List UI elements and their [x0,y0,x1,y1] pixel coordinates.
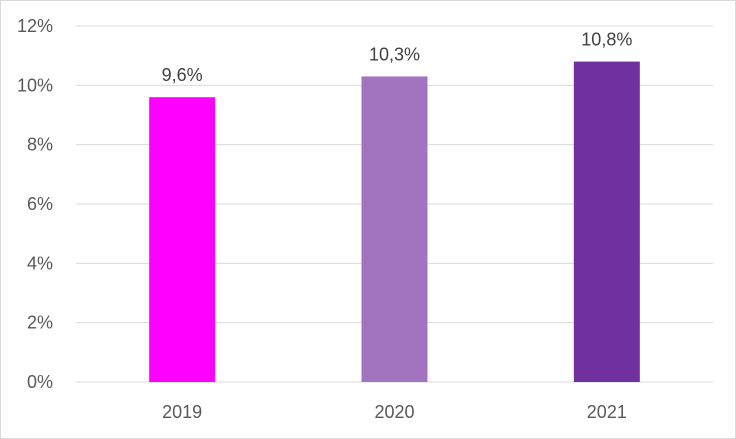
y-tick-label: 8% [27,135,53,155]
y-tick-label: 12% [17,16,53,36]
data-labels: 9,6% 10,3% 10,8% [162,30,633,86]
data-label-2021: 10,8% [581,30,632,50]
x-category-label: 2021 [587,402,627,422]
bar-2021 [573,61,640,382]
x-category-label: 2019 [162,402,202,422]
data-label-2019: 9,6% [162,65,203,85]
y-tick-label: 10% [17,75,53,95]
y-tick-label: 6% [27,194,53,214]
y-tick-label: 0% [27,372,53,392]
x-axis-categories: 2019 2020 2021 [162,402,627,422]
y-tick-label: 2% [27,313,53,333]
y-axis-ticks: 0% 2% 4% 6% 8% 10% 12% [17,16,53,392]
bar-2019 [149,97,216,382]
x-category-label: 2020 [374,402,414,422]
bars [149,61,640,382]
bar-2020 [361,76,428,382]
data-label-2020: 10,3% [369,44,420,64]
y-tick-label: 4% [27,253,53,273]
